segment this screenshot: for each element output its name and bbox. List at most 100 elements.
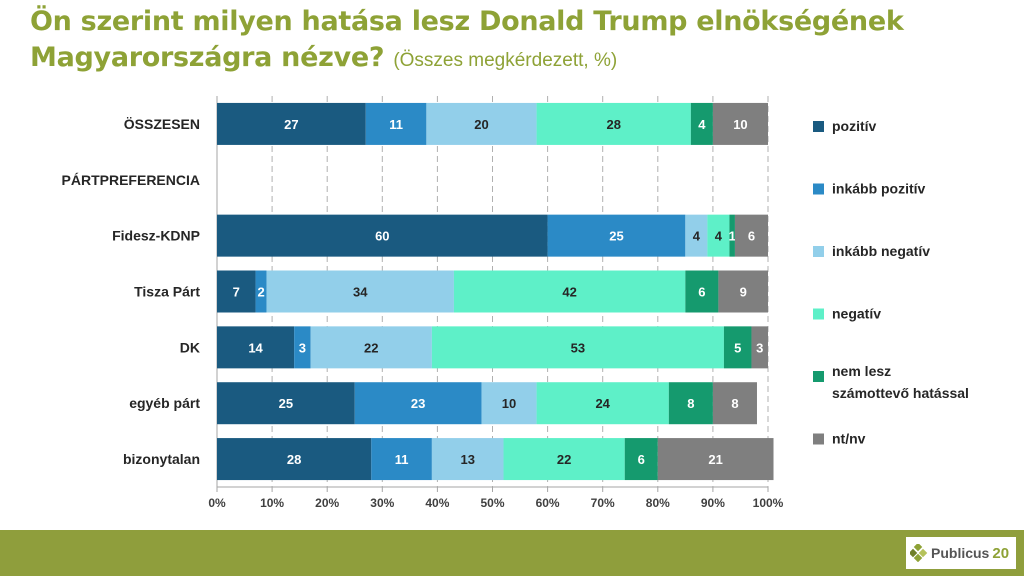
bar-segment <box>723 326 752 369</box>
publicus-logo: Publicus 20 <box>906 537 1016 569</box>
data-label: 27 <box>284 117 298 132</box>
bar-segment <box>481 382 537 425</box>
title-main: Ön szerint milyen hatása lesz Donald Tru… <box>30 6 904 73</box>
category-label: Fidesz-KDNP <box>112 228 200 244</box>
data-label: 60 <box>375 229 389 244</box>
data-label: 5 <box>734 340 741 355</box>
bar-segment <box>729 214 735 257</box>
data-label: 13 <box>460 452 474 467</box>
x-tick-label: 20% <box>315 496 339 510</box>
bar-segment <box>255 270 267 313</box>
bar-segment <box>536 102 691 145</box>
bar-segment <box>365 102 427 145</box>
bar-segment <box>718 270 768 313</box>
x-tick-label: 30% <box>370 496 394 510</box>
legend-swatch <box>813 308 824 320</box>
logo-mark-icon <box>910 544 928 562</box>
legend-label: nem lesz <box>832 363 891 379</box>
data-label: 34 <box>353 285 368 300</box>
bar-segment <box>536 382 669 425</box>
data-label: 22 <box>557 452 571 467</box>
data-label: 28 <box>287 452 301 467</box>
title-subtitle: (Összes megkérdezett, %) <box>393 50 618 71</box>
data-label: 7 <box>233 285 240 300</box>
category-label: DK <box>180 339 200 355</box>
x-tick-label: 50% <box>480 496 504 510</box>
bar-segment <box>685 214 708 257</box>
data-label: 8 <box>687 396 694 411</box>
x-tick-label: 70% <box>591 496 615 510</box>
legend-swatch <box>813 121 824 132</box>
bar-segment <box>354 382 482 425</box>
data-label: 24 <box>595 396 610 411</box>
bar-segment <box>266 270 454 313</box>
data-label: 1 <box>729 229 736 244</box>
bar-segment <box>217 326 295 369</box>
chart-title: Ön szerint milyen hatása lesz Donald Tru… <box>30 4 1010 79</box>
data-label: 14 <box>248 340 263 355</box>
legend-label: inkább pozitív <box>832 181 926 197</box>
bar-segment <box>431 326 724 369</box>
bar-segment <box>657 438 774 481</box>
bar-segment <box>217 214 548 257</box>
bar-segment <box>217 270 256 313</box>
x-tick-label: 0% <box>208 496 226 510</box>
bar-segment <box>217 438 372 481</box>
bar-segment <box>668 382 713 425</box>
data-label: 2 <box>257 285 264 300</box>
bar-segment <box>431 438 504 481</box>
data-label: 11 <box>389 117 403 132</box>
x-tick-label: 80% <box>646 496 670 510</box>
bar-segment <box>712 102 768 145</box>
legend-label: nt/nv <box>832 431 866 447</box>
category-label: Tisza Párt <box>134 284 200 300</box>
bar-segment <box>751 326 768 369</box>
footer-bar: Publicus 20 <box>0 530 1024 576</box>
category-label: PÁRTPREFERENCIA <box>62 172 200 188</box>
x-tick-label: 100% <box>753 496 784 510</box>
bar-segment <box>371 438 432 481</box>
legend-swatch <box>813 433 824 445</box>
category-label: egyéb párt <box>129 395 200 411</box>
data-label: 6 <box>698 285 705 300</box>
data-label: 4 <box>698 117 706 132</box>
data-label: 11 <box>395 452 409 467</box>
data-label: 10 <box>733 117 747 132</box>
legend-swatch <box>813 246 824 257</box>
category-label: ÖSSZESEN <box>124 116 200 132</box>
bar-segment <box>426 102 537 145</box>
legend-label: számottevő hatással <box>832 385 969 401</box>
bar-segment <box>712 382 757 425</box>
data-label: 22 <box>364 340 378 355</box>
data-label: 9 <box>740 285 747 300</box>
data-label: 4 <box>693 229 701 244</box>
legend-swatch <box>813 183 824 195</box>
bar-segment <box>503 438 625 481</box>
legend-swatch <box>813 371 824 382</box>
bar-segment <box>707 214 730 257</box>
bar-segment <box>294 326 311 369</box>
x-tick-label: 10% <box>260 496 284 510</box>
data-label: 3 <box>756 340 763 355</box>
bar-segment <box>685 270 719 313</box>
bar-segment <box>547 214 686 257</box>
data-label: 3 <box>299 340 306 355</box>
bar-segment <box>734 214 768 257</box>
logo-text: Publicus <box>931 545 990 561</box>
bar-segment <box>217 102 366 145</box>
legend-label: inkább negatív <box>832 243 930 259</box>
bar-segment <box>624 438 658 481</box>
data-label: 20 <box>474 117 488 132</box>
data-label: 6 <box>748 229 755 244</box>
bar-segment <box>310 326 432 369</box>
x-tick-label: 40% <box>425 496 449 510</box>
data-label: 6 <box>638 452 645 467</box>
logo-number: 20 <box>992 544 1010 562</box>
bar-segment <box>217 382 355 425</box>
legend-label: negatív <box>832 306 881 322</box>
data-label: 42 <box>562 285 576 300</box>
data-label: 25 <box>279 396 293 411</box>
stacked-bar-chart: 0% 10% 20% 30% 40% 50% 60% 70% 80% 90% 100% ÖSSZESE… <box>62 96 969 510</box>
bar-segment <box>690 102 713 145</box>
data-label: 28 <box>606 117 620 132</box>
